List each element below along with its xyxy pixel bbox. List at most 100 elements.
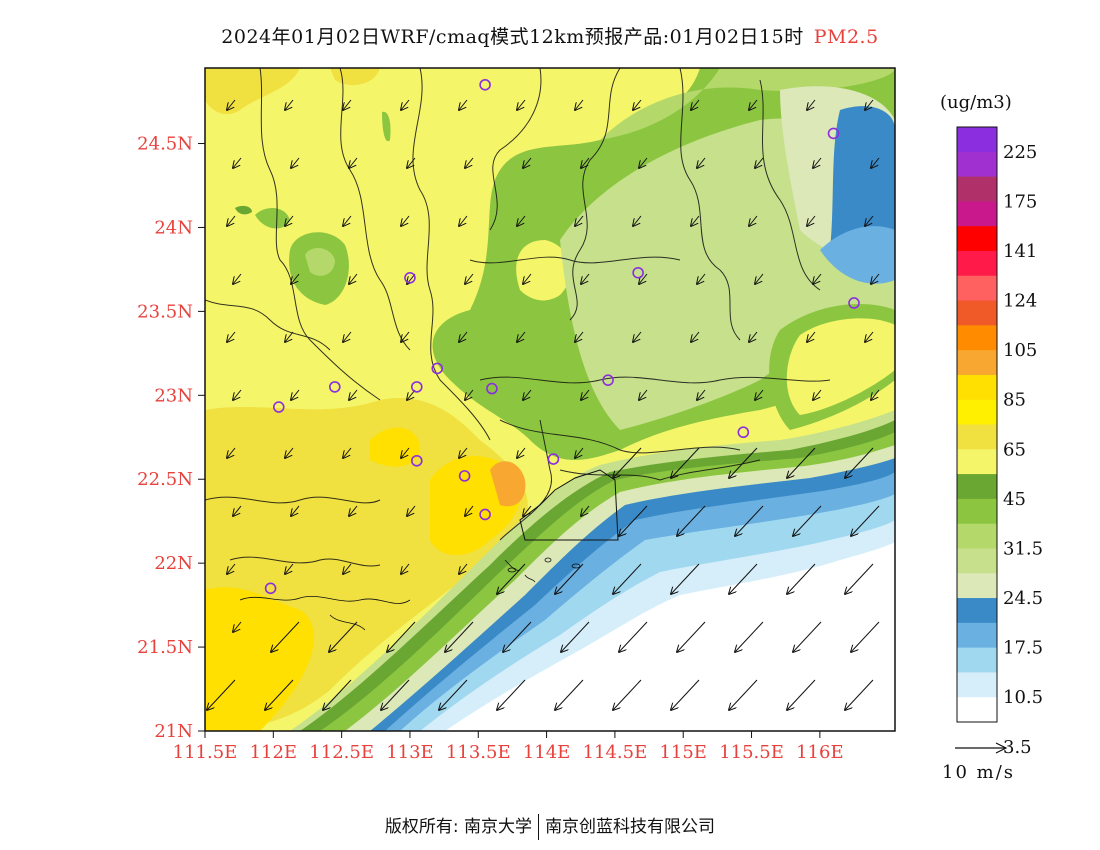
footer-right: 南京创蓝科技有限公司 [545, 817, 716, 837]
wind-arrow [581, 389, 590, 400]
wind-arrow [343, 99, 352, 110]
wind-arrow [613, 563, 642, 594]
legend-label: 141 [1003, 241, 1037, 262]
monitoring-stations [264, 78, 860, 595]
wind-arrow [749, 99, 758, 110]
wind-arrow [613, 679, 642, 710]
wind-scale-label: 10 m/s [942, 762, 1015, 783]
legend-label: 10.5 [1003, 687, 1043, 708]
wind-arrow [865, 99, 874, 110]
wind-arrow [401, 331, 410, 342]
station-marker [264, 582, 277, 595]
wind-arrow [845, 563, 874, 594]
legend-swatch [957, 449, 997, 475]
title-pollutant: PM2.5 [813, 26, 879, 48]
wind-arrow [285, 563, 294, 574]
wind-arrow [401, 563, 410, 574]
legend-swatch [957, 598, 997, 624]
wind-arrow [581, 157, 590, 168]
wind-arrow [343, 215, 352, 226]
wind-arrow [813, 389, 822, 400]
wind-arrow [291, 273, 300, 284]
station-marker [410, 381, 423, 393]
wind-arrow [691, 99, 700, 110]
wind-arrow [871, 157, 880, 168]
wind-arrow [691, 215, 700, 226]
wind-arrow [349, 505, 358, 516]
lat-tick-label: 23N [154, 385, 193, 406]
lat-tick-label: 24.5N [137, 134, 193, 155]
wind-arrow [497, 679, 526, 710]
station-marker [329, 381, 341, 393]
wind-arrow [729, 563, 758, 594]
copyright-footer: 版权所有: 南京大学 南京创蓝科技有限公司 [0, 812, 1100, 840]
wind-arrow [343, 331, 352, 342]
legend-swatch [957, 399, 997, 425]
legend-swatch [957, 176, 997, 202]
wind-arrow [227, 563, 236, 574]
wind-arrow [465, 157, 474, 168]
legend-swatch [957, 226, 997, 252]
legend-swatch [957, 127, 997, 153]
legend-swatch [957, 498, 997, 525]
station-marker [737, 426, 750, 439]
wind-arrow [871, 273, 880, 284]
lon-tick-label: 116E [796, 742, 844, 763]
lon-tick-label: 113.5E [446, 742, 511, 763]
legend-label: 17.5 [1003, 638, 1043, 659]
wind-arrow [749, 215, 758, 226]
wind-arrow [465, 505, 474, 516]
wind-arrow [523, 389, 532, 400]
map-frame [204, 67, 896, 732]
wind-arrow [523, 157, 532, 168]
wind-arrow [465, 389, 474, 400]
wind-arrow [459, 331, 468, 342]
station-marker [272, 401, 285, 413]
wind-arrow [343, 447, 352, 458]
wind-arrow [233, 389, 242, 400]
wind-arrow [619, 621, 648, 652]
wind-arrow [523, 273, 532, 284]
legend-swatch [957, 697, 997, 723]
wind-arrow [671, 563, 700, 594]
legend-swatch [957, 275, 997, 302]
wind-arrow [459, 563, 468, 574]
wind-arrow [575, 215, 584, 226]
station-marker [479, 508, 491, 521]
station-marker [827, 127, 840, 140]
legend-swatch [957, 424, 997, 450]
concentration-field [205, 68, 895, 731]
wind-arrow [671, 679, 700, 710]
wind-arrow [227, 215, 236, 226]
wind-arrow [445, 621, 474, 652]
wind-arrow [465, 273, 474, 284]
legend-swatch [957, 374, 997, 401]
legend-swatch [957, 548, 997, 574]
lat-tick-label: 21.5N [137, 637, 193, 658]
wind-arrow [517, 447, 526, 458]
wind-arrow [517, 331, 526, 342]
wind-arrow [865, 331, 874, 342]
wind-arrow [459, 99, 468, 110]
wind-arrow [787, 447, 816, 478]
wind-arrow [807, 99, 816, 110]
wind-arrow [845, 447, 874, 478]
wind-arrow [807, 215, 816, 226]
legend-swatch [957, 672, 997, 698]
lat-tick-label: 24N [154, 217, 193, 238]
wind-arrow [291, 389, 300, 400]
station-marker [547, 453, 560, 465]
wind-arrow [401, 215, 410, 226]
wind-arrow [227, 447, 236, 458]
wind-arrow [729, 679, 758, 710]
wind-arrow [401, 99, 410, 110]
wind-arrow [787, 563, 816, 594]
wind-arrow [407, 157, 416, 168]
legend-label: 24.5 [1003, 588, 1043, 609]
wind-arrow [697, 389, 706, 400]
lon-tick-label: 114E [523, 742, 571, 763]
color-legend: 225 175 141 124 105 85 65 45 31.5 24.5 17.5 10.5 3.5 [956, 126, 1043, 758]
wind-arrow [613, 447, 642, 478]
wind-arrow [561, 621, 590, 652]
lat-tick-label: 22.5N [137, 469, 193, 490]
